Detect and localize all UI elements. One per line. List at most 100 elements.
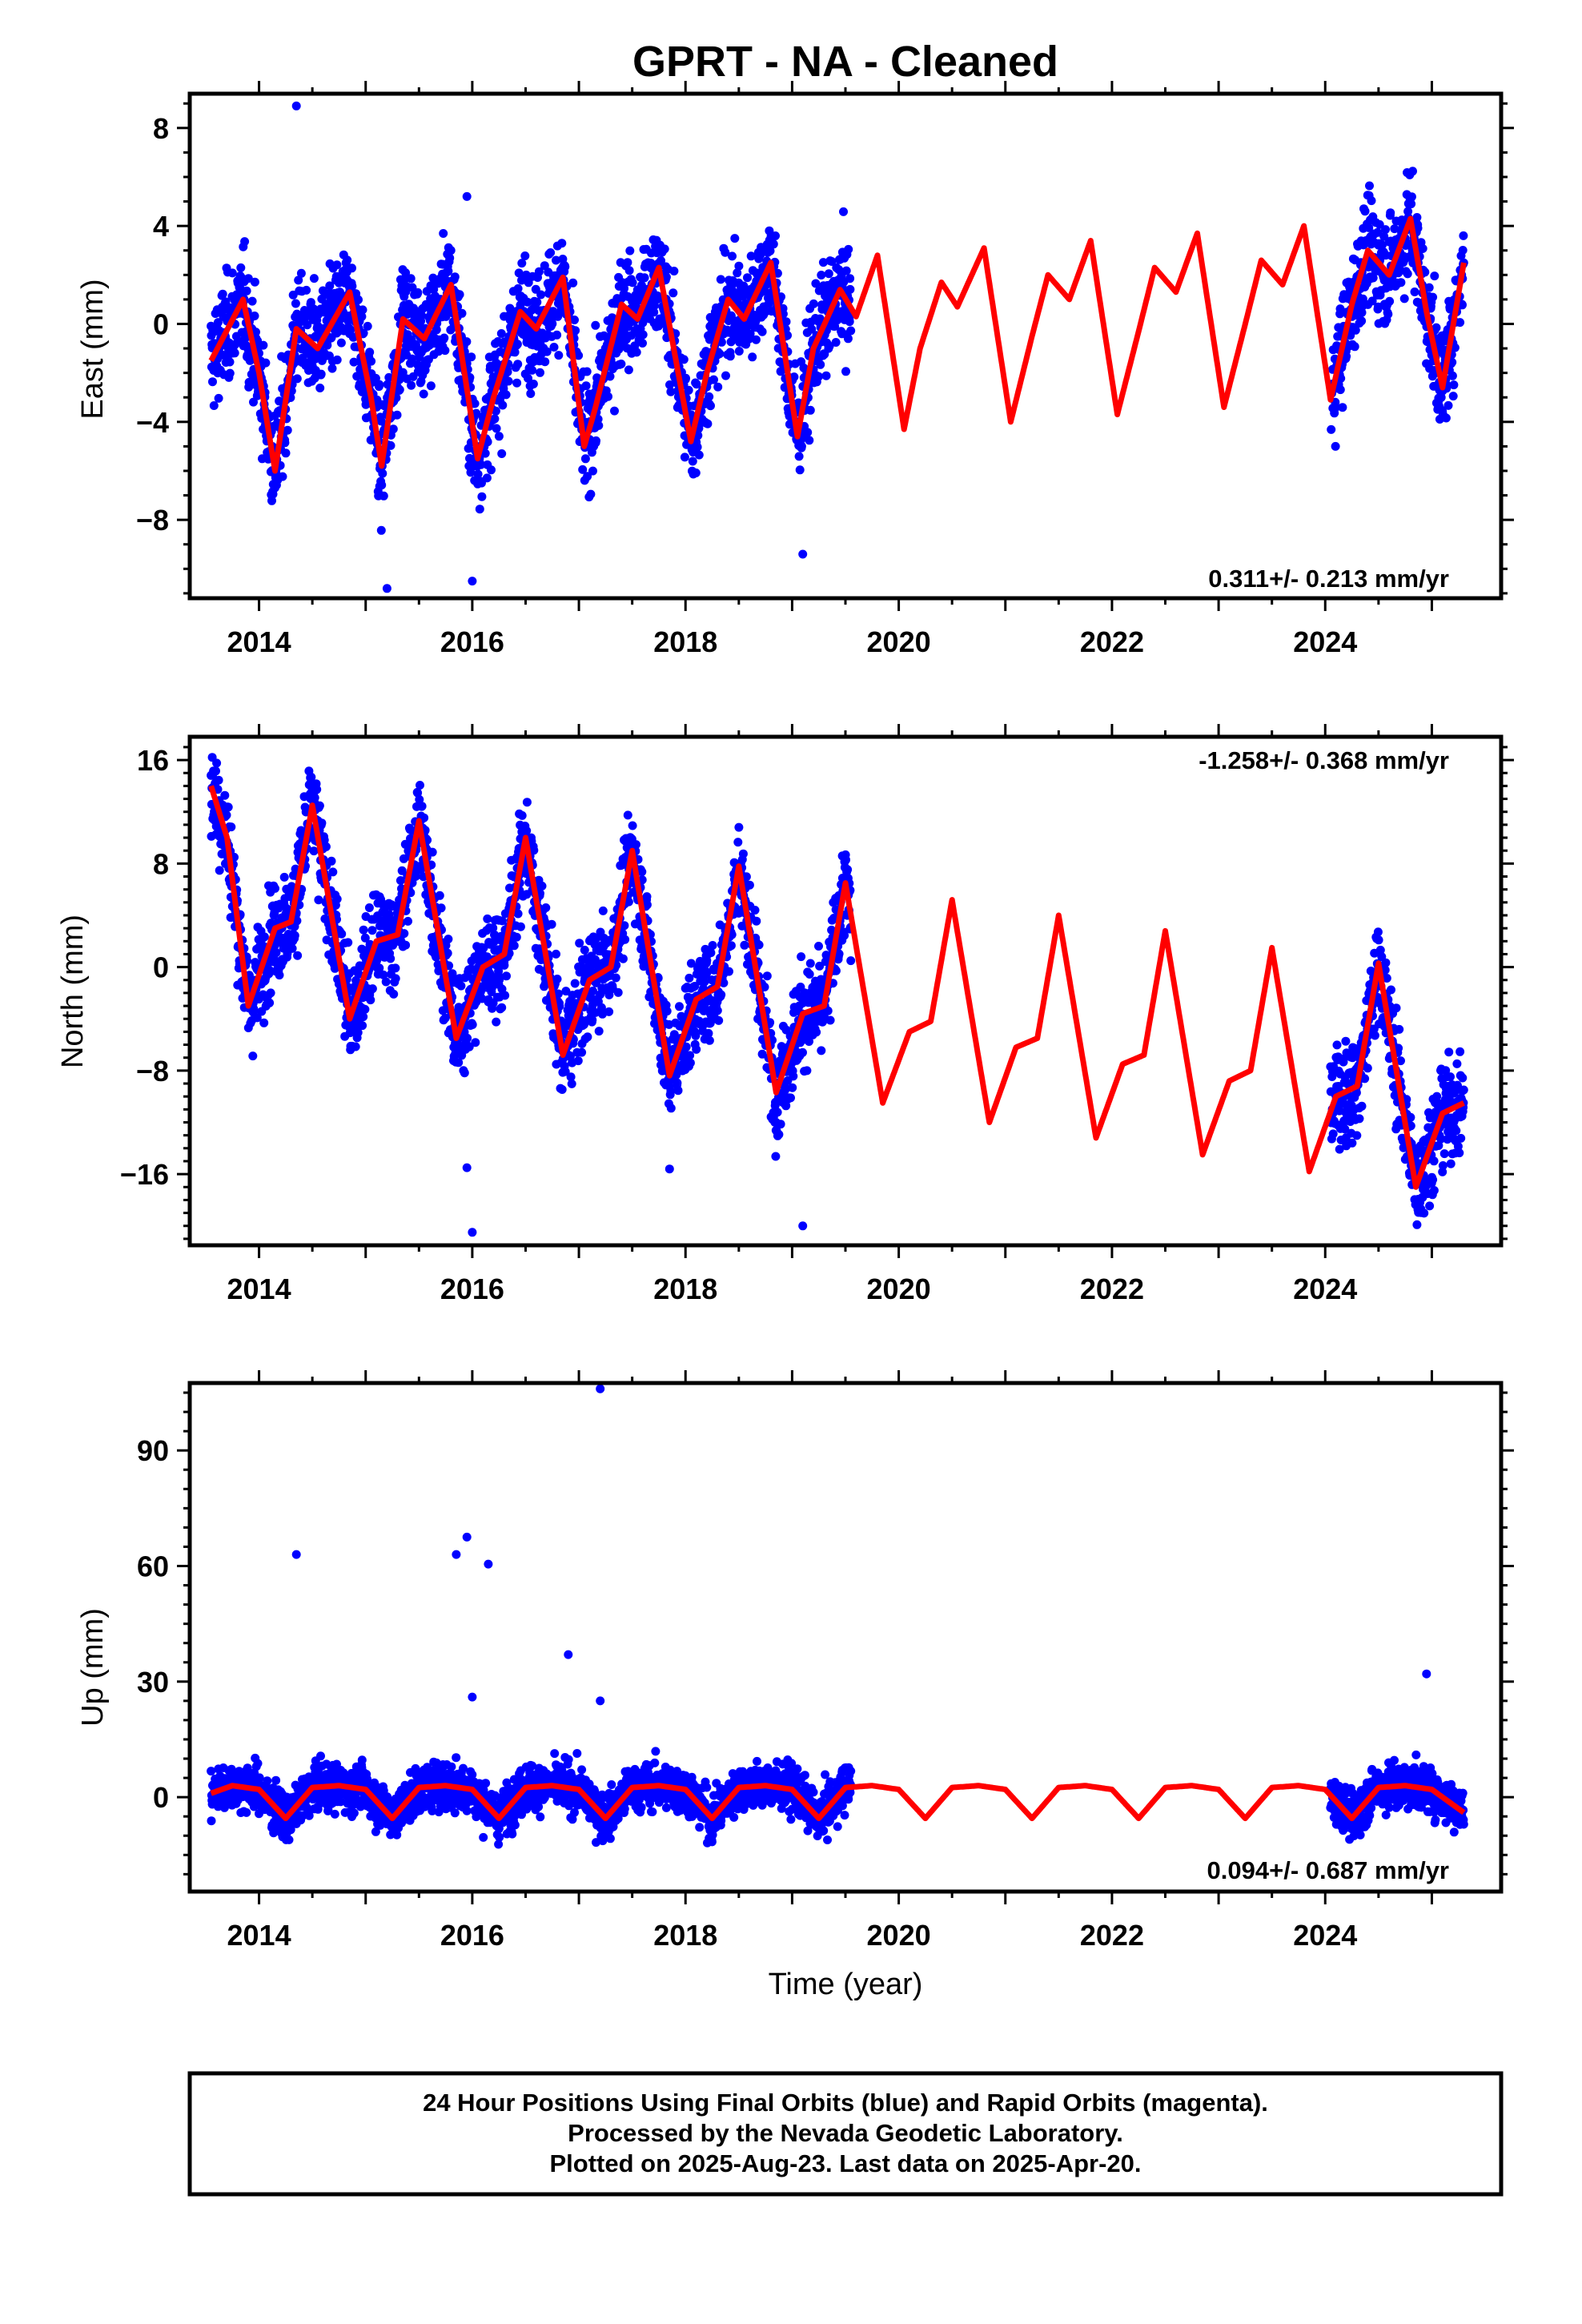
north-data-point (497, 1003, 507, 1012)
north-data-point (841, 855, 850, 865)
north-data-point (293, 951, 303, 960)
east-data-point (343, 255, 352, 265)
north-data-point (750, 906, 760, 915)
east-data-point (845, 317, 854, 327)
east-data-point (728, 251, 737, 261)
north-data-point (389, 989, 399, 999)
east-data-point (347, 281, 357, 291)
east-data-point (267, 496, 276, 505)
east-data-point (814, 372, 823, 381)
north-data-point (287, 943, 297, 953)
east-data-point (568, 278, 578, 287)
east-outlier-point (462, 191, 472, 201)
east-data-point (251, 328, 260, 337)
east-data-point (218, 289, 227, 299)
north-data-point (215, 866, 224, 875)
north-data-point (343, 938, 353, 947)
north-data-point (1332, 1040, 1342, 1050)
east-data-point (548, 319, 557, 328)
east-data-point (492, 424, 501, 433)
east-data-point (1407, 192, 1416, 202)
east-data-point (757, 327, 767, 336)
east-outlier-point (798, 549, 808, 559)
east-data-point (358, 305, 367, 315)
east-data-point (688, 456, 697, 466)
east-data-point (593, 414, 603, 424)
north-data-point (717, 990, 726, 999)
east-data-point (624, 266, 634, 275)
east-data-point (843, 334, 853, 344)
east-data-point (1459, 231, 1468, 240)
east-data-point (512, 378, 522, 388)
east-data-point (467, 352, 476, 362)
north-data-point (570, 979, 580, 988)
east-data-point (444, 267, 453, 275)
east-data-point (247, 296, 257, 306)
east-data-point (227, 268, 237, 278)
north-data-point (788, 1083, 797, 1092)
east-data-point (476, 460, 486, 469)
north-data-point (673, 1078, 682, 1088)
east-data-point (323, 340, 332, 350)
east-data-point (536, 368, 544, 377)
east-data-point (560, 262, 570, 271)
east-data-point (743, 273, 752, 283)
east-data-point (716, 275, 725, 284)
north-data-point (812, 1027, 821, 1037)
east-data-point (841, 266, 851, 275)
east-data-point (748, 352, 757, 362)
east-data-point (653, 295, 662, 304)
east-data-point (794, 452, 804, 461)
north-data-point (248, 1051, 258, 1061)
north-data-point (359, 925, 368, 935)
north-data-point (675, 1002, 684, 1011)
east-data-point (450, 272, 460, 282)
east-data-point (669, 288, 678, 298)
north-data-point (705, 1035, 714, 1045)
east-data-point (291, 299, 300, 308)
east-data-point (1403, 269, 1412, 279)
north-data-point (337, 929, 347, 939)
north-data-point (332, 895, 342, 904)
east-data-point (524, 373, 532, 383)
east-data-point (649, 308, 659, 317)
east-data-point (523, 297, 532, 307)
east-panel: East (mm) 0.311+/- 0.213 mm/yr −8−404820… (76, 81, 1514, 658)
north-data-point (502, 971, 511, 981)
north-data-point (360, 1004, 370, 1014)
north-data-point (573, 1056, 583, 1066)
east-data-point (571, 326, 580, 336)
east-data-point (1448, 392, 1458, 401)
north-data-point (692, 1044, 701, 1054)
east-data-point (656, 255, 665, 265)
north-data-point (516, 922, 525, 931)
east-data-point (588, 466, 597, 476)
east-data-point (1357, 316, 1367, 326)
east-ytick-label: −4 (136, 406, 169, 439)
east-ytick-label: 8 (153, 112, 169, 145)
east-data-point (624, 365, 633, 375)
east-data-point (846, 326, 856, 336)
east-data-point (494, 432, 504, 441)
east-data-point (1381, 225, 1390, 235)
east-data-point (552, 255, 560, 265)
east-data-point (520, 251, 530, 260)
north-data-point (435, 891, 444, 900)
north-data-point (463, 1033, 472, 1043)
east-data-point (803, 428, 813, 437)
east-data-point (357, 312, 367, 321)
east-data-point (684, 385, 693, 395)
north-data-point (315, 801, 324, 810)
east-data-point (243, 274, 253, 283)
east-data-point (734, 347, 744, 356)
east-data-point (278, 472, 287, 481)
east-data-point (497, 449, 507, 458)
north-data-point (358, 1021, 367, 1031)
east-data-point (354, 295, 363, 304)
north-data-point (416, 781, 424, 790)
north-data-point (327, 856, 336, 866)
north-data-point (359, 1012, 368, 1022)
east-data-point (259, 340, 268, 350)
east-data-point (592, 436, 600, 445)
